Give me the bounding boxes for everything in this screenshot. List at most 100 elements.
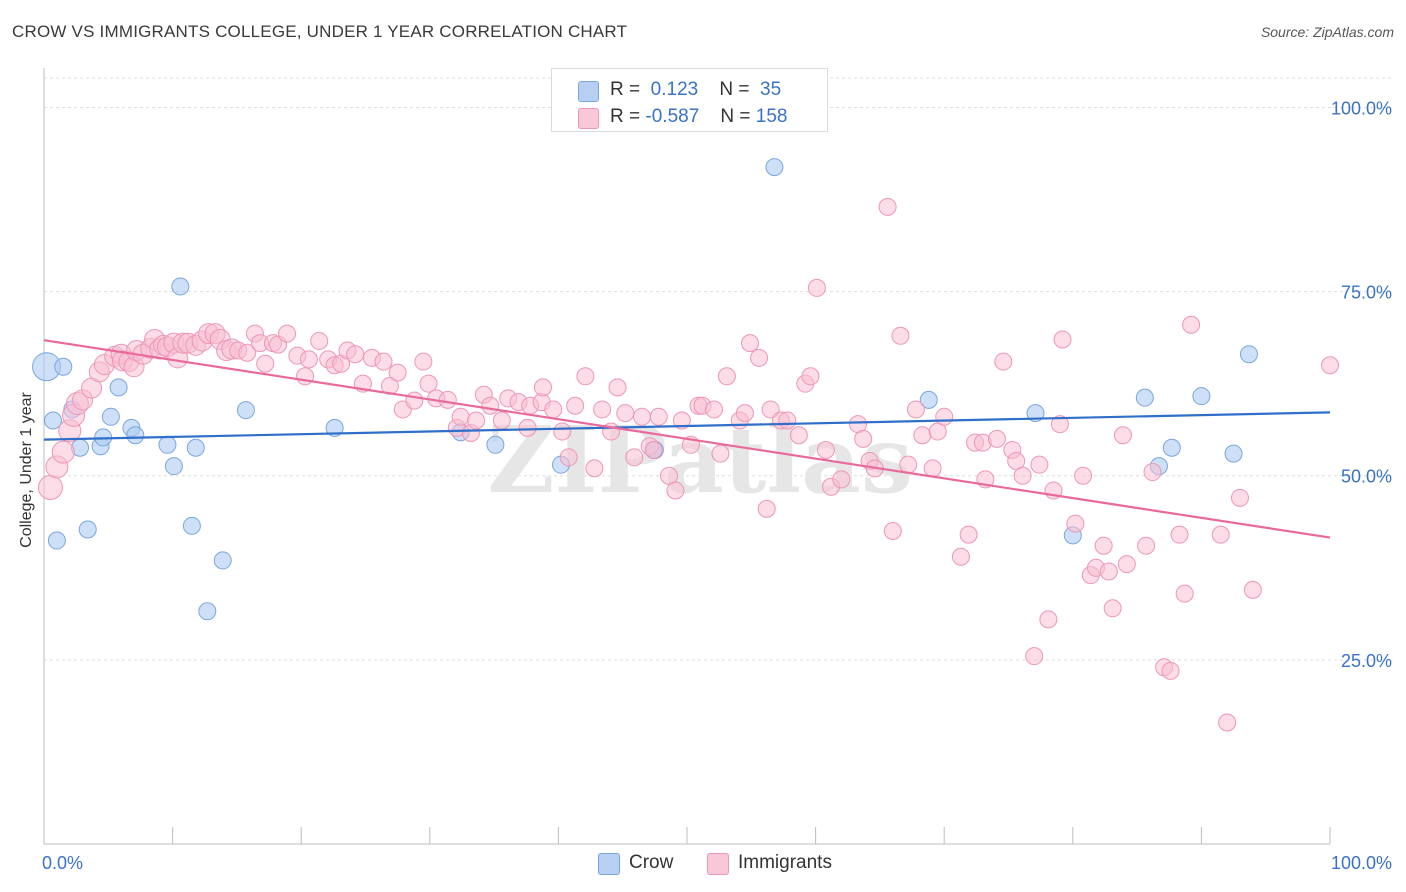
immigrants-legend-swatch	[707, 853, 729, 875]
immigrants-point	[1013, 466, 1032, 485]
crow-point	[1239, 345, 1258, 364]
legend-crow-r-label: R =	[610, 79, 641, 100]
immigrants-point	[593, 400, 612, 419]
crow-legend-label: Crow	[629, 852, 674, 873]
immigrants-point	[481, 396, 500, 415]
immigrants-point	[467, 411, 486, 430]
immigrants-point	[37, 475, 63, 501]
immigrants-point	[854, 429, 873, 448]
immigrants-point	[778, 411, 797, 430]
crow-point	[101, 407, 120, 426]
immigrants-point	[533, 378, 552, 397]
immigrants-point	[256, 354, 275, 373]
immigrants-point	[666, 481, 685, 500]
crow-point	[213, 551, 232, 570]
immigrants-point	[735, 404, 754, 423]
immigrants-point	[761, 400, 780, 419]
axes	[43, 68, 1331, 845]
immigrants-point	[789, 426, 808, 445]
immigrants-point	[438, 390, 457, 409]
crow-point	[325, 418, 344, 437]
immigrants-point	[1025, 647, 1044, 666]
immigrants-swatch	[578, 108, 599, 129]
immigrants-point	[1182, 315, 1201, 334]
crow-point	[126, 426, 145, 445]
grid-lines	[44, 77, 1392, 661]
legend-imm-r-label: R =	[610, 106, 641, 127]
immigrants-point	[1094, 536, 1113, 555]
x-tick-label-min: 0.0%	[42, 853, 83, 873]
crow-point	[182, 516, 201, 535]
y-tick-label: 50.0%	[1341, 467, 1392, 487]
tick-labels: 25.0% 50.0% 75.0% 100.0% 0.0% 100.0%	[42, 98, 1392, 873]
crow-point	[78, 520, 97, 539]
chart-source: Source: ZipAtlas.com	[1260, 24, 1394, 40]
immigrants-point	[801, 367, 820, 386]
crow-point	[1162, 438, 1181, 457]
immigrants-point	[644, 440, 663, 459]
immigrants-point	[891, 326, 910, 345]
immigrants-point	[1211, 525, 1230, 544]
crow-swatch	[578, 81, 599, 102]
immigrants-point	[608, 378, 627, 397]
immigrants-legend-label: Immigrants	[738, 852, 832, 873]
immigrants-point	[451, 407, 470, 426]
immigrants-trend-line	[43, 339, 1331, 539]
immigrants-point	[883, 521, 902, 540]
chart-title: CROW VS IMMIGRANTS COLLEGE, UNDER 1 YEAR…	[12, 22, 628, 41]
immigrants-point	[518, 418, 537, 437]
immigrants-point	[1050, 415, 1069, 434]
immigrants-point	[906, 400, 925, 419]
trend-lines	[43, 339, 1331, 539]
crow-trend-line	[43, 411, 1331, 441]
immigrants-point	[899, 455, 918, 474]
immigrants-point	[994, 352, 1013, 371]
crow-point	[47, 531, 66, 550]
x-tick-label-max: 100.0%	[1331, 853, 1392, 873]
immigrants-point	[419, 374, 438, 393]
immigrants-point	[346, 345, 365, 364]
immigrants-point	[878, 197, 897, 216]
y-tick-label: 100.0%	[1331, 98, 1392, 118]
legend-crow-n-label: N =	[719, 79, 750, 100]
immigrants-point	[585, 459, 604, 478]
immigrants-point	[711, 444, 730, 463]
immigrants-point	[1161, 661, 1180, 680]
immigrants-point	[935, 407, 954, 426]
immigrants-point	[278, 324, 297, 343]
immigrants-point	[832, 470, 851, 489]
legend-imm-n-value: 158	[755, 106, 788, 127]
immigrants-point	[923, 459, 942, 478]
immigrants-point	[717, 367, 736, 386]
immigrants-point	[310, 331, 329, 350]
immigrants-point	[1099, 562, 1118, 581]
immigrants-point	[238, 343, 257, 362]
immigrants-point	[1170, 525, 1189, 544]
immigrants-point	[566, 396, 585, 415]
immigrants-point	[1039, 610, 1058, 629]
immigrants-point	[414, 352, 433, 371]
immigrants-point	[951, 547, 970, 566]
crow-point	[1224, 444, 1243, 463]
immigrants-point	[757, 499, 776, 518]
y-tick-label: 25.0%	[1341, 651, 1392, 671]
immigrants-point	[987, 429, 1006, 448]
crow-point	[1026, 404, 1045, 423]
immigrants-point	[1143, 463, 1162, 482]
immigrants-point	[625, 448, 644, 467]
y-tick-label: 75.0%	[1341, 283, 1392, 303]
immigrants-point	[1218, 713, 1237, 732]
legend-imm-r-value: -0.587	[645, 106, 700, 127]
immigrants-point	[1321, 356, 1339, 375]
crow-point	[54, 357, 73, 376]
immigrants-point	[1137, 536, 1156, 555]
immigrants-point	[1103, 599, 1122, 618]
immigrants-points	[37, 197, 1339, 732]
legend-imm-n-label: N =	[720, 106, 751, 127]
immigrants-point	[544, 400, 563, 419]
crow-point	[1192, 387, 1211, 406]
crow-point	[44, 411, 63, 430]
immigrants-point	[1117, 555, 1136, 574]
immigrants-point	[1175, 584, 1194, 603]
immigrants-point	[649, 407, 668, 426]
